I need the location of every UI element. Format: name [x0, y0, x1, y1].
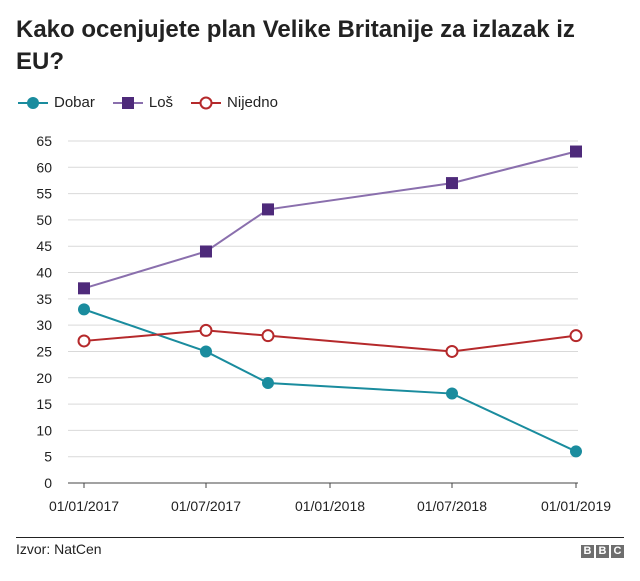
y-tick-label: 65 — [36, 133, 52, 149]
data-point-nijedno — [77, 334, 91, 348]
legend-item-nijedno: Nijedno — [191, 94, 278, 111]
x-tick-label: 01/01/2017 — [49, 498, 119, 514]
data-point-loš — [261, 203, 274, 216]
x-tick-label: 01/01/2018 — [295, 498, 365, 514]
bbc-logo: B B C — [579, 545, 624, 558]
data-point-dobar — [261, 377, 274, 390]
data-point-dobar — [570, 445, 582, 458]
data-point-nijedno — [261, 329, 275, 343]
series-line-nijedno — [83, 329, 577, 353]
y-tick-label: 45 — [36, 238, 52, 254]
y-tick-label: 30 — [36, 317, 52, 333]
data-point-loš — [199, 245, 212, 258]
data-point-nijedno — [569, 329, 583, 343]
footer-divider — [16, 537, 624, 538]
data-point-dobar — [199, 345, 212, 358]
chart-title: Kako ocenjujete plan Velike Britanije za… — [16, 16, 575, 75]
y-tick-label: 40 — [36, 265, 52, 281]
data-point-nijedno — [199, 323, 213, 337]
source-note: Izvor: NatCen — [16, 541, 102, 557]
bbc-logo-letter: B — [596, 545, 609, 558]
legend-item-los: Loš — [112, 94, 174, 111]
data-point-loš — [570, 145, 582, 158]
legend-marker-nijedno — [191, 96, 222, 109]
data-point-loš — [78, 282, 90, 295]
legend-label-los: Loš — [148, 94, 174, 111]
legend-marker-los — [112, 96, 143, 109]
y-tick-label: 10 — [36, 422, 52, 438]
legend-label-nijedno: Nijedno — [227, 94, 278, 111]
x-tick-label: 01/01/2019 — [541, 498, 611, 514]
y-tick-label: 20 — [36, 370, 52, 386]
y-tick-label: 5 — [44, 449, 52, 465]
bbc-logo-letter: B — [581, 545, 594, 558]
data-point-dobar — [445, 387, 458, 400]
y-tick-label: 55 — [36, 186, 52, 202]
y-tick-label: 35 — [36, 291, 52, 307]
x-tick-label: 01/07/2017 — [171, 498, 241, 514]
data-point-nijedno — [445, 344, 459, 358]
data-point-dobar — [78, 303, 90, 316]
y-tick-label: 15 — [36, 396, 52, 412]
legend-marker-dobar — [18, 96, 48, 109]
y-tick-label: 60 — [36, 159, 52, 175]
y-tick-label: 25 — [36, 343, 52, 359]
bbc-logo-letter: C — [611, 545, 624, 558]
legend: Dobar Loš Nijedno — [18, 94, 296, 111]
legend-label-dobar: Dobar — [54, 94, 95, 111]
x-tick-label: 01/07/2018 — [417, 498, 487, 514]
data-point-loš — [445, 177, 458, 190]
y-tick-label: 50 — [36, 212, 52, 228]
legend-item-dobar: Dobar — [18, 94, 95, 111]
y-tick-label: 0 — [44, 475, 52, 491]
line-chart: 0 5 10 15 20 25 30 35 40 45 50 55 60 65 01/01/2017 01/0… — [36, 133, 611, 514]
